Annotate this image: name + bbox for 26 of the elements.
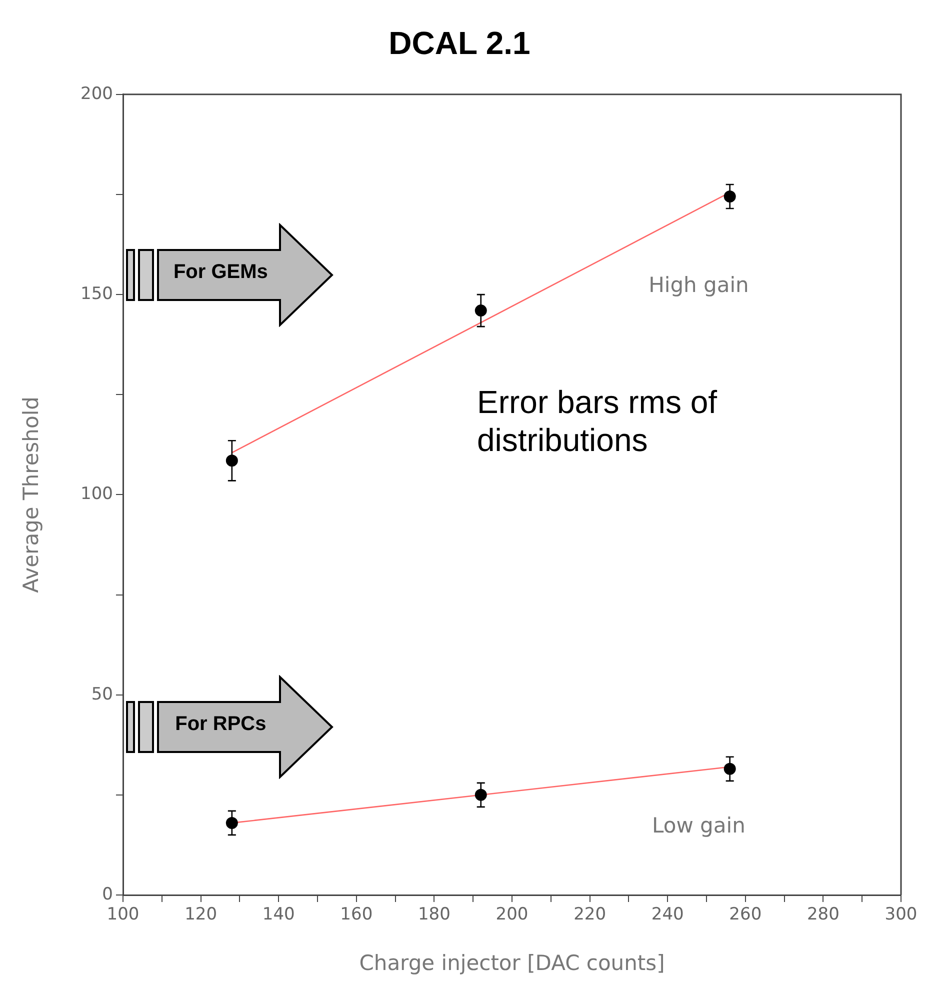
y-tick-label: 50	[91, 684, 113, 704]
x-tick-label: 100	[106, 904, 140, 925]
annotation: For RPCs	[174, 712, 268, 736]
x-tick-label: 240	[651, 904, 684, 925]
annotation: Error bars rms of distributions	[476, 382, 718, 460]
chart-title: DCAL 2.1	[388, 25, 530, 62]
x-tick-label: 120	[184, 904, 218, 925]
annotation: High gain	[648, 272, 749, 297]
x-tick-label: 180	[418, 904, 450, 925]
x-axis-title: Charge injector [DAC counts]	[359, 950, 665, 975]
y-tick-label: 0	[102, 884, 113, 904]
x-tick-label: 280	[806, 904, 840, 925]
y-axis-title: Average Threshold	[19, 396, 44, 593]
x-tick-label: 220	[574, 904, 606, 925]
y-tick-label: 100	[80, 484, 113, 504]
x-tick-label: 300	[884, 904, 918, 925]
x-tick-label: 260	[729, 904, 762, 925]
point	[226, 454, 238, 467]
annotation: Low gain	[652, 813, 746, 838]
x-tick-label: 200	[496, 904, 528, 925]
x-tick-label: 160	[340, 904, 373, 925]
y-tick-label: 200	[80, 84, 113, 104]
point	[226, 816, 238, 829]
annotation: For GEMs	[172, 260, 269, 284]
x-tick-label: 140	[262, 904, 295, 925]
y-tick-label: 150	[80, 284, 113, 304]
